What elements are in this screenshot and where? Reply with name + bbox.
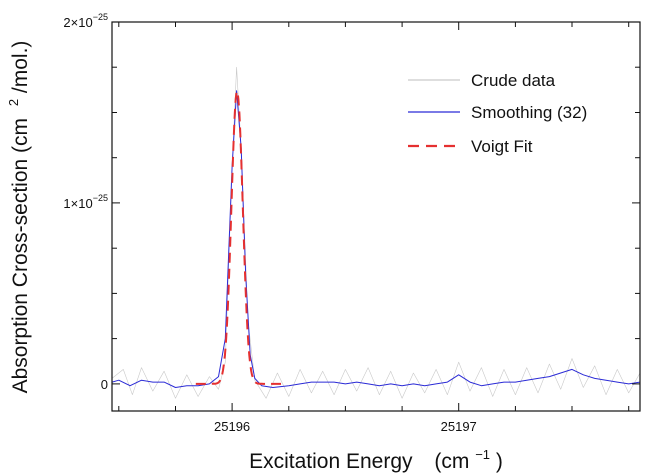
x-axis-label-unit: (cm [434,450,469,473]
y-axis-label-text: Absorption Cross-section (cm [9,118,32,393]
series-group [112,66,640,399]
y-axis-label-exp: 2 [6,99,21,106]
y-axis-label-tail: /mol.) [9,41,32,94]
plot-frame [111,21,641,412]
y-axis-label: Absorption Cross-section (cm 2 /mol.) [0,41,32,394]
x-tick-label: 25196 [214,419,250,434]
x-axis-label-unit-exp: −1 [475,447,490,462]
y-tick-label: 2×10−25 [63,12,108,30]
x-axis-label-text: Excitation Energy [249,450,413,473]
y-tick-label: 0 [101,377,108,392]
x-axis-label-unit-close: ) [496,450,503,473]
data-layer [112,66,640,399]
legend-label-voigt-fit: Voigt Fit [471,137,533,156]
y-tick-label-base: 0 [101,377,108,392]
x-axis-label: Excitation Energy (cm −1 ) [249,441,503,473]
y-tick-label-base: 1×10 [63,196,92,211]
legend: Crude data Smoothing (32) Voigt Fit [408,71,587,156]
y-tick-label: 1×10−25 [63,193,108,211]
y-tick-label-exp: −25 [93,193,108,203]
legend-label-smoothing: Smoothing (32) [471,103,587,122]
series-line-crude-data [112,66,640,399]
y-tick-label-exp: −25 [93,12,108,22]
y-tick-label-base: 2×10 [63,15,92,30]
legend-label-crude-data: Crude data [471,71,556,90]
x-tick-label: 25197 [441,419,477,434]
